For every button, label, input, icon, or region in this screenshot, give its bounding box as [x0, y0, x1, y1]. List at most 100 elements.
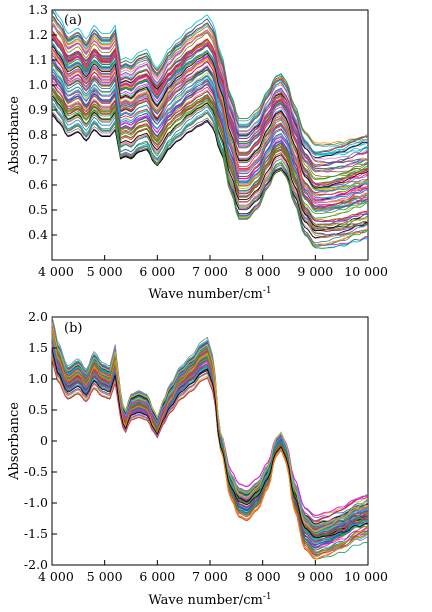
spectrum-line-a-70 — [51, 61, 369, 212]
x-tick-label-b-4: 8 000 — [245, 569, 281, 584]
spectrum-line-a-86 — [51, 30, 369, 186]
x-ticks-a: 4 000 5 000 6 000 7 000 8 000 9 000 10 000 — [38, 255, 388, 279]
spectrum-line-b-99 — [51, 328, 369, 558]
panel-label-a: (a) — [64, 13, 82, 28]
spectrum-line-a-90 — [51, 90, 369, 210]
spectrum-line-b-97 — [51, 325, 369, 557]
spectrum-line-b-51 — [51, 346, 369, 541]
y-tick-label-b-8: 2.0 — [28, 309, 48, 324]
spectrum-line-b-91 — [51, 333, 369, 543]
spectrum-line-b-89 — [51, 343, 369, 516]
spectrum-line-a-44 — [51, 96, 369, 238]
x-axis-label-sup-a: -1 — [263, 286, 272, 296]
x-axis-label-b: Wave number/cm-1 — [148, 592, 271, 608]
y-tick-label-a-6: 1.0 — [28, 77, 48, 92]
spectrum-line-a-21 — [51, 87, 369, 219]
x-axis-label-a: Wave number/cm-1 — [148, 286, 271, 302]
spectrum-line-a-45 — [51, 18, 369, 164]
y-ticks-a: 0.4 0.5 0.6 0.7 0.8 0.9 1.0 1.1 1.2 1.3 — [28, 2, 57, 242]
x-tick-label-b-1: 5 000 — [87, 569, 123, 584]
spectrum-line-a-87 — [51, 67, 369, 199]
spectrum-line-a-72 — [51, 75, 369, 231]
spectrum-line-a-67 — [51, 48, 369, 187]
spectrum-line-a-88 — [51, 75, 369, 223]
spectrum-line-a-96 — [51, 21, 369, 172]
y-tick-label-b-6: 1.0 — [28, 371, 48, 386]
spectrum-line-a-46 — [51, 114, 369, 232]
spectrum-line-b-87 — [51, 323, 369, 542]
panel-b: 4 000 5 000 6 000 7 000 8 000 9 000 10 000 -2.… — [7, 309, 388, 608]
y-ticks-b: -2.0 -1.5 -1.0 -0.5 0 0.5 1.0 1.5 2.0 — [24, 309, 57, 572]
panel-a: 4 000 5 000 6 000 7 000 8 000 9 000 10 000 0.4… — [7, 2, 388, 302]
x-ticks-b: 4 000 5 000 6 000 7 000 8 000 9 000 10 000 — [38, 560, 388, 584]
y-tick-label-b-4: 0 — [40, 433, 48, 448]
spectrum-line-b-100 — [51, 348, 369, 539]
y-tick-label-a-4: 0.8 — [28, 127, 48, 142]
y-tick-label-a-8: 1.2 — [28, 27, 48, 42]
spectrum-line-a-62 — [51, 44, 369, 191]
spectrum-line-b-94 — [51, 344, 369, 523]
spectrum-line-a-35 — [51, 80, 369, 206]
x-tick-label-a-1: 5 000 — [87, 264, 123, 279]
x-axis-label-text-a: Wave number/cm — [148, 287, 262, 302]
x-tick-label-a-6: 10 000 — [344, 264, 388, 279]
spectrum-line-a-84 — [51, 89, 368, 249]
spectrum-line-a-39 — [51, 93, 369, 214]
spectrum-line-b-98 — [51, 322, 369, 532]
spectrum-line-a-65 — [51, 25, 369, 147]
spectrum-line-b-92 — [51, 346, 369, 529]
spectrum-line-a-77 — [51, 68, 369, 212]
y-tick-label-a-3: 0.7 — [28, 152, 48, 167]
y-tick-label-b-3: -0.5 — [24, 464, 48, 479]
spectrum-line-b-62 — [51, 356, 369, 534]
spectrum-line-a-10 — [51, 112, 369, 239]
series-layer-a — [51, 9, 369, 249]
x-tick-label-b-3: 7 000 — [192, 569, 228, 584]
y-tick-label-a-5: 0.9 — [28, 102, 48, 117]
x-tick-label-b-0: 4 000 — [38, 569, 74, 584]
x-tick-label-a-5: 9 000 — [297, 264, 333, 279]
x-tick-label-a-2: 6 000 — [139, 264, 175, 279]
y-tick-label-b-1: -1.5 — [24, 526, 48, 541]
spectrum-line-b-59 — [51, 316, 369, 540]
y-tick-label-a-9: 1.3 — [28, 2, 48, 17]
spectrum-line-a-93 — [51, 105, 369, 247]
spectrum-line-a-54 — [51, 24, 369, 179]
x-tick-label-a-3: 7 000 — [192, 264, 228, 279]
spectrum-line-a-95 — [51, 42, 369, 192]
spectrum-line-a-82 — [51, 95, 369, 229]
x-axis-label-sup-b: -1 — [263, 592, 272, 602]
spectrum-line-a-1 — [51, 90, 369, 221]
y-tick-label-b-7: 1.5 — [28, 340, 48, 355]
spectrum-line-a-71 — [51, 48, 369, 200]
spectrum-line-a-58 — [51, 103, 369, 248]
spectrum-line-a-34 — [51, 77, 369, 201]
spectrum-line-a-100 — [51, 45, 369, 189]
series-layer-b — [51, 316, 369, 560]
x-tick-label-a-0: 4 000 — [38, 264, 74, 279]
spectrum-line-a-9 — [51, 23, 369, 144]
spectrum-line-b-68 — [51, 359, 369, 531]
spectrum-line-a-16 — [51, 70, 369, 232]
spectrum-line-a-20 — [51, 98, 369, 244]
spectrum-line-a-94 — [51, 45, 369, 204]
y-tick-label-a-0: 0.4 — [28, 227, 48, 242]
y-tick-label-b-5: 0.5 — [28, 402, 48, 417]
y-axis-label-a: Absorbance — [7, 96, 22, 175]
y-tick-label-a-7: 1.1 — [28, 52, 48, 67]
spectrum-line-a-31 — [51, 113, 369, 236]
spectrum-line-b-90 — [51, 323, 369, 556]
x-tick-label-b-6: 10 000 — [344, 569, 388, 584]
y-tick-label-b-2: -1.0 — [24, 495, 48, 510]
x-tick-label-a-4: 8 000 — [245, 264, 281, 279]
spectrum-line-b-65 — [51, 316, 369, 544]
x-axis-label-text-b: Wave number/cm — [148, 593, 262, 608]
spectrum-line-a-97 — [51, 35, 369, 173]
x-tick-label-b-5: 9 000 — [297, 569, 333, 584]
spectrum-line-a-47 — [51, 97, 369, 236]
spectrum-line-a-83 — [51, 111, 369, 230]
y-tick-label-b-0: -2.0 — [24, 557, 48, 572]
spectrum-line-a-75 — [51, 37, 369, 181]
spectrum-line-a-91 — [51, 14, 369, 154]
